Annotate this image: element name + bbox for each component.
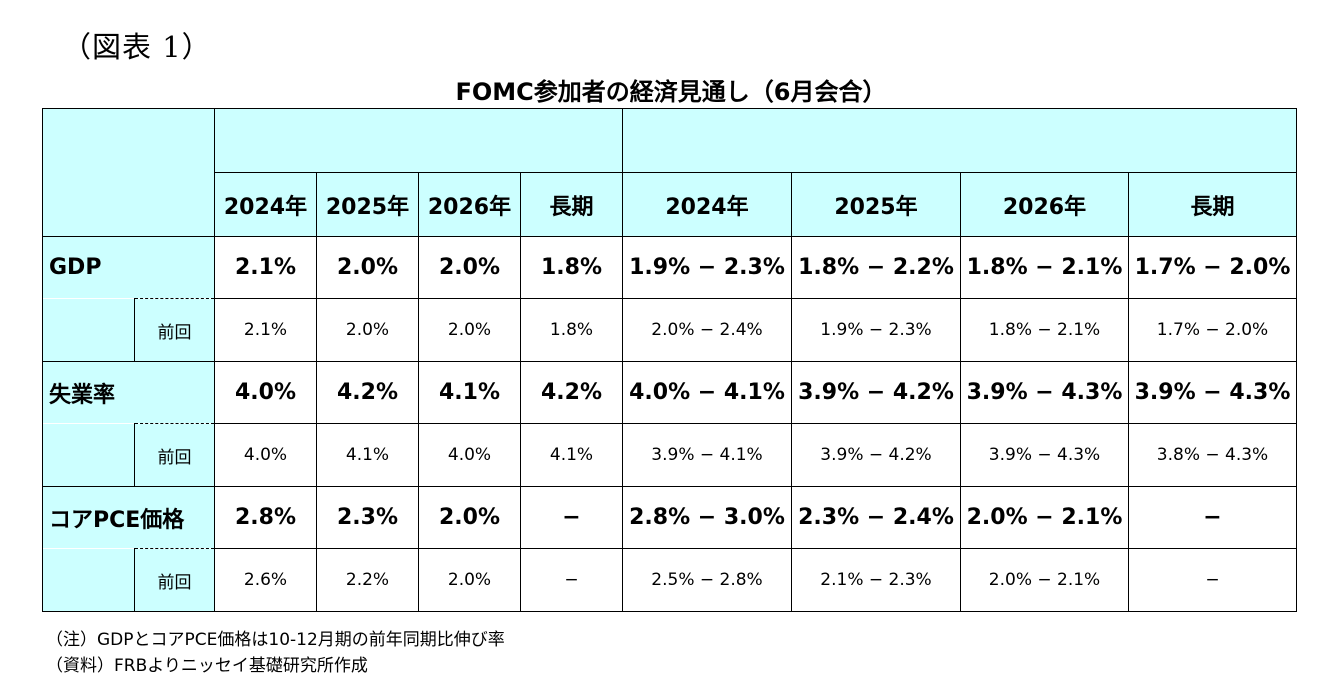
year-header: 長期 (520, 172, 623, 237)
table-cell: 2.8% − 3.0% (622, 486, 792, 549)
table-cell: 2.0% (418, 486, 521, 549)
table-cell: 2.0% (316, 236, 419, 299)
row-label-previous: 前回 (134, 423, 215, 487)
table-cell: 4.2% (520, 361, 623, 424)
table-cell: 3.9% − 4.3% (960, 361, 1129, 424)
year-header: 2025年 (316, 172, 419, 237)
table-cell: 2.1% (214, 298, 317, 362)
table-cell: 4.0% (214, 361, 317, 424)
table-cell: 3.9% − 4.3% (960, 423, 1129, 487)
row-label-previous: 前回 (134, 298, 215, 362)
table-cell: 2.3% (316, 486, 419, 549)
table-cell: 2.8% (214, 486, 317, 549)
table-cell: 1.9% − 2.3% (622, 236, 792, 299)
table-cell: − (520, 548, 623, 612)
row-label-gdp: GDP (42, 236, 215, 299)
table-cell: − (1128, 548, 1297, 612)
table-cell: 2.0% (418, 236, 521, 299)
table-title: FOMC参加者の経済見通し（6月会合） (455, 78, 887, 106)
table-cell: − (1128, 486, 1297, 549)
table-cell: 4.2% (316, 361, 419, 424)
table-cell: 2.0% − 2.1% (960, 548, 1129, 612)
table-cell: 2.0% (316, 298, 419, 362)
table-cell: 1.8% − 2.1% (960, 236, 1129, 299)
table-cell: 2.3% − 2.4% (791, 486, 961, 549)
table-cell: 4.0% (214, 423, 317, 487)
table-cell: 4.1% (520, 423, 623, 487)
table-cell: 4.1% (316, 423, 419, 487)
table-cell: 2.0% − 2.4% (622, 298, 792, 362)
year-header: 2026年 (418, 172, 521, 237)
forecast-table: 2024年 2025年 2026年 長期 2024年 2025年 2026年 長… (42, 108, 1297, 612)
row-label-spacer (42, 548, 135, 612)
group-header-range (622, 108, 1297, 173)
table-cell: 4.0% (418, 423, 521, 487)
row-label-spacer (42, 298, 135, 362)
table-cell: 2.5% − 2.8% (622, 548, 792, 612)
table-cell: 2.6% (214, 548, 317, 612)
year-header: 2025年 (791, 172, 961, 237)
group-header-median (214, 108, 623, 173)
table-cell: 2.0% − 2.1% (960, 486, 1129, 549)
corner-cell (42, 108, 215, 237)
table-cell: 1.8% − 2.1% (960, 298, 1129, 362)
table-cell: 2.1% (214, 236, 317, 299)
row-label-spacer (42, 423, 135, 487)
table-cell: 2.0% (418, 548, 521, 612)
table-cell: − (520, 486, 623, 549)
table-cell: 1.9% − 2.3% (791, 298, 961, 362)
table-cell: 1.7% − 2.0% (1128, 236, 1297, 299)
source-note: （資料）FRBよりニッセイ基礎研究所作成 (46, 656, 368, 676)
row-label-unemployment: 失業率 (42, 361, 215, 424)
year-header: 長期 (1128, 172, 1297, 237)
table-cell: 4.0% − 4.1% (622, 361, 792, 424)
year-header: 2024年 (622, 172, 792, 237)
table-cell: 2.0% (418, 298, 521, 362)
year-header: 2026年 (960, 172, 1129, 237)
table-cell: 4.1% (418, 361, 521, 424)
figure-label: （図表 1） (62, 30, 212, 64)
table-cell: 1.8% (520, 236, 623, 299)
table-cell: 2.1% − 2.3% (791, 548, 961, 612)
table-cell: 1.8% (520, 298, 623, 362)
footnote: （注）GDPとコアPCE価格は10-12月期の前年同期比伸び率 (46, 630, 505, 650)
table-cell: 3.9% − 4.1% (622, 423, 792, 487)
row-label-previous: 前回 (134, 548, 215, 612)
table-cell: 2.2% (316, 548, 419, 612)
table-cell: 3.9% − 4.3% (1128, 361, 1297, 424)
table-cell: 3.8% − 4.3% (1128, 423, 1297, 487)
table-cell: 1.7% − 2.0% (1128, 298, 1297, 362)
table-cell: 3.9% − 4.2% (791, 423, 961, 487)
row-label-core-pce: コアPCE価格 (42, 486, 215, 549)
table-cell: 1.8% − 2.2% (791, 236, 961, 299)
table-cell: 3.9% − 4.2% (791, 361, 961, 424)
year-header: 2024年 (214, 172, 317, 237)
